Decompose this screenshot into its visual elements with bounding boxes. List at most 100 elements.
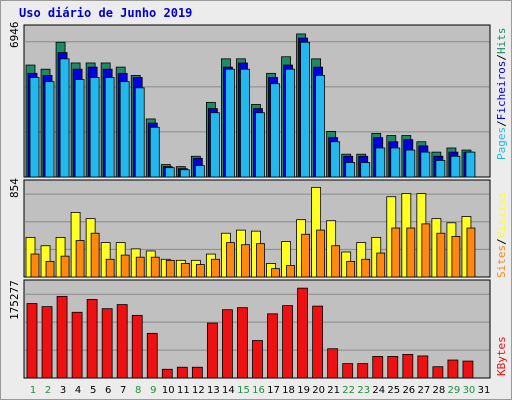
x-tick-label: 28 xyxy=(433,385,446,396)
x-tick-label: 24 xyxy=(372,385,385,396)
sites-bar xyxy=(226,242,235,278)
kbytes-bar xyxy=(191,366,203,379)
x-tick-label: 7 xyxy=(120,385,126,396)
visits-bar xyxy=(281,241,291,278)
pages-bar xyxy=(315,75,326,178)
x-tick-label: 29 xyxy=(448,385,461,396)
kbytes-bar xyxy=(56,295,68,379)
sites-bar xyxy=(105,258,115,278)
pages-bar xyxy=(149,126,160,178)
pages-bar xyxy=(89,77,100,178)
kbytes-bar xyxy=(327,348,339,379)
x-tick-label: 16 xyxy=(252,385,265,396)
kbytes-bar xyxy=(387,356,399,379)
pages-bar xyxy=(270,83,280,178)
sites-bar xyxy=(256,243,265,278)
kbytes-bar xyxy=(176,366,188,379)
kbytes-bar xyxy=(237,307,248,379)
sites-bar xyxy=(406,227,416,278)
pages-bar xyxy=(465,151,476,178)
x-tick-label: 19 xyxy=(297,385,310,396)
pages-bar xyxy=(104,77,115,178)
sites-bar xyxy=(90,232,100,278)
kbytes-bar xyxy=(222,309,233,379)
sites-bar xyxy=(286,265,295,278)
sites-bar xyxy=(391,227,401,278)
pages-bar xyxy=(134,87,145,178)
x-tick-label: 21 xyxy=(327,385,340,396)
pages-bar xyxy=(59,58,70,178)
x-tick-label: 8 xyxy=(135,385,141,396)
sites-bar xyxy=(120,254,130,278)
sites-bar xyxy=(331,245,341,278)
kbytes-bar xyxy=(282,305,293,379)
kbytes-bar xyxy=(26,303,38,379)
x-tick-label: 20 xyxy=(312,385,325,396)
x-tick-label: 6 xyxy=(105,385,111,396)
pages-bar xyxy=(179,169,190,178)
x-tick-label: 23 xyxy=(357,385,370,396)
sites-bar xyxy=(210,258,220,278)
kbytes-bar xyxy=(206,322,218,379)
sites-bar xyxy=(466,227,476,278)
sites-bar xyxy=(75,240,85,278)
pages-bar xyxy=(119,81,130,178)
x-tick-label: 15 xyxy=(237,385,250,396)
sites-bar xyxy=(195,264,205,278)
kbytes-bar xyxy=(116,304,128,379)
x-tick-label: 2 xyxy=(45,385,51,396)
kbytes-bar xyxy=(357,363,369,379)
sites-bar xyxy=(451,235,461,278)
pages-bar xyxy=(375,147,386,178)
pages-bar xyxy=(420,151,431,178)
sites-bar xyxy=(361,258,371,278)
x-tick-label: 1 xyxy=(30,385,36,396)
x-tick-label: 22 xyxy=(342,385,355,396)
kbytes-bar xyxy=(86,299,98,379)
sites-bar xyxy=(271,268,280,278)
pages-bar xyxy=(164,167,175,178)
pages-bar xyxy=(194,165,205,178)
x-tick-label: 4 xyxy=(75,385,81,396)
pages-bar xyxy=(405,149,416,178)
pages-bar xyxy=(240,68,250,178)
x-tick-label: 30 xyxy=(463,385,476,396)
sites-bar xyxy=(165,259,175,278)
pages-bar xyxy=(345,162,356,178)
x-tick-label: 17 xyxy=(267,385,280,396)
sites-bar xyxy=(180,263,190,278)
kbytes-bar xyxy=(462,360,474,379)
sites-bar xyxy=(346,260,356,278)
kbytes-bar xyxy=(417,355,429,379)
kbytes-bar xyxy=(146,332,158,379)
pages-bar xyxy=(330,141,341,178)
x-tick-label: 10 xyxy=(162,385,175,396)
x-tick-label: 26 xyxy=(402,385,415,396)
kbytes-bar xyxy=(432,366,444,379)
sites-bar xyxy=(60,255,70,278)
kbytes-bar xyxy=(312,305,324,379)
sites-bar xyxy=(421,223,431,278)
pages-bar xyxy=(74,79,85,178)
x-tick-label: 13 xyxy=(207,385,220,396)
kbytes-bar xyxy=(402,353,414,379)
x-tick-label: 18 xyxy=(282,385,295,396)
x-tick-label: 5 xyxy=(90,385,96,396)
pages-bar xyxy=(285,68,295,178)
kbytes-bar xyxy=(297,287,308,379)
kbytes-bar xyxy=(101,308,113,379)
sites-bar xyxy=(376,252,386,278)
sites-bar xyxy=(241,244,250,278)
kbytes-bar xyxy=(161,368,173,379)
pages-bar xyxy=(360,162,371,178)
pages-bar xyxy=(300,41,310,178)
x-tick-label: 9 xyxy=(150,385,156,396)
sites-bar xyxy=(135,256,145,278)
x-tick-label: 25 xyxy=(387,385,400,396)
pages-bar xyxy=(435,160,446,178)
kbytes-bar xyxy=(131,314,143,379)
x-tick-label: 11 xyxy=(177,385,190,396)
sites-bar xyxy=(316,229,326,278)
kbytes-bar xyxy=(372,356,384,379)
pages-bar xyxy=(29,77,40,178)
